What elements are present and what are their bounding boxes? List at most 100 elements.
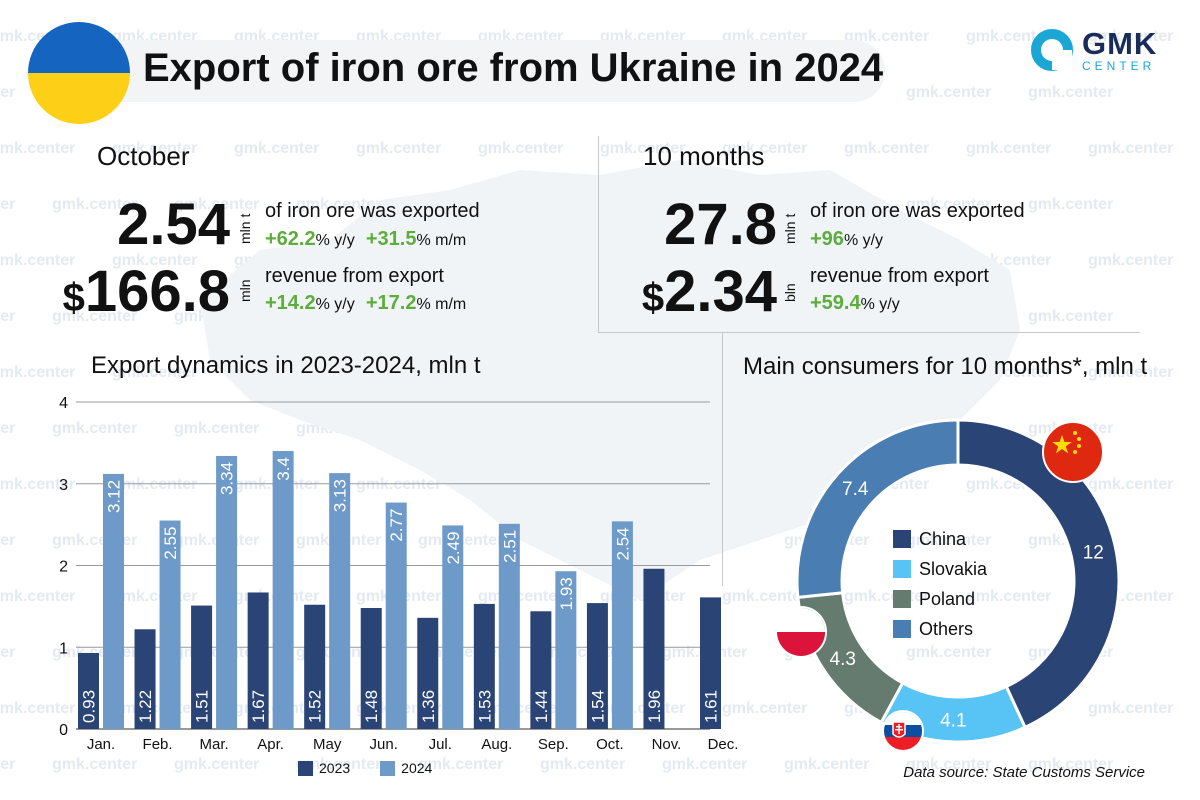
x-tick-label: Sep.: [538, 736, 569, 753]
x-tick-label: Mar.: [199, 736, 228, 753]
october-volume-mm-unit: % m/m: [416, 232, 467, 249]
legend-swatch-others: [893, 620, 911, 638]
x-tick-label: Jun.: [370, 736, 398, 753]
bar-2023-oct: [586, 603, 608, 729]
x-tick-label: May: [313, 736, 342, 753]
legend-swatch-china: [893, 530, 911, 548]
october-revenue-desc: revenue from export: [265, 265, 444, 287]
logo-main-text: GMK: [1082, 26, 1158, 61]
bar-value-label: 3.13: [331, 479, 350, 512]
china-flag-icon: [1042, 421, 1104, 483]
divider: [598, 332, 1140, 333]
donut-legend-item: China: [893, 524, 987, 554]
bar-value-label: 0.93: [80, 690, 99, 723]
bar-chart-legend: 2023 2024: [298, 760, 432, 776]
header-band: [60, 40, 885, 102]
bar-2023-sep: [530, 611, 552, 729]
bar-value-label: 1.61: [702, 690, 721, 723]
bar-2024-may: [329, 473, 351, 729]
legend-swatch-slovakia: [893, 560, 911, 578]
october-volume-yy: +62.2: [265, 228, 316, 250]
donut-legend: China Slovakia Poland Others: [893, 524, 987, 644]
gmk-logo: GMK CENTER: [1030, 28, 1157, 72]
x-tick-label: Dec.: [708, 736, 739, 753]
bar-value-label: 1.36: [419, 690, 438, 723]
donut-legend-item: Slovakia: [893, 554, 987, 584]
donut-value-label: 4.3: [830, 649, 856, 670]
bar-2024-jun: [385, 502, 407, 729]
donut-value-label: 12: [1083, 542, 1104, 563]
october-revenue-yy: +14.2: [265, 292, 316, 314]
ten-months-volume-yy-unit: % y/y: [843, 232, 884, 249]
donut-legend-item: Others: [893, 614, 987, 644]
bar-value-label: 2.49: [444, 531, 463, 564]
bar-chart-title: Export dynamics in 2023-2024, mln t: [91, 352, 481, 379]
x-tick-label: Nov.: [652, 736, 682, 753]
x-tick-label: Feb.: [143, 736, 173, 753]
divider: [722, 332, 723, 586]
y-tick-label: 2: [59, 559, 68, 576]
october-volume-changes: +62.2% y/y +31.5% m/m: [265, 228, 466, 251]
bar-2023-apr: [247, 592, 269, 729]
bar-value-label: 3.4: [274, 457, 293, 481]
bar-2023-aug: [473, 603, 495, 729]
legend-swatch-2024: [380, 760, 396, 776]
bar-value-label: 3.34: [218, 462, 237, 495]
bar-2023-feb: [134, 629, 156, 729]
bar-2023-jun: [360, 608, 382, 729]
legend-label-2024: 2024: [401, 760, 433, 776]
x-tick-label: Aug.: [481, 736, 512, 753]
bar-2023-jan: [78, 652, 99, 729]
logo-sub-text: CENTER: [1082, 59, 1156, 73]
bar-value-label: 2.55: [161, 527, 180, 560]
ten-months-volume-yy: +96: [810, 228, 844, 250]
october-revenue-mm: +17.2: [365, 292, 417, 314]
bar-2024-aug: [498, 523, 520, 729]
y-tick-label: 4: [59, 395, 68, 412]
october-volume-value: 2.54: [117, 192, 230, 257]
bar-2023-dec: [700, 597, 721, 729]
bar-2023-may: [304, 604, 326, 729]
bar-2023-nov: [643, 568, 665, 729]
october-volume-mm: +31.5: [365, 228, 417, 250]
donut-chart-title: Main consumers for 10 months*, mln t: [743, 353, 1148, 380]
legend-label-others: Others: [919, 618, 974, 639]
bar-2024-oct: [611, 521, 633, 729]
october-revenue-unit: mln: [237, 279, 253, 302]
y-tick-label: 3: [59, 477, 68, 494]
ten-months-volume-changes: +96% y/y: [810, 228, 883, 251]
legend-label-china: China: [919, 528, 967, 549]
october-revenue-yy-unit: % y/y: [315, 296, 355, 313]
data-source-note: Data source: State Customs Service: [903, 764, 1145, 781]
ten-months-heading: 10 months: [643, 141, 765, 171]
ten-months-revenue-yy-unit: % y/y: [860, 296, 900, 313]
page-title: Export of iron ore from Ukraine in 2024: [143, 46, 884, 90]
bar-2023-jul: [417, 617, 439, 729]
x-tick-label: Oct.: [596, 736, 624, 753]
october-revenue-changes: +14.2% y/y +17.2% m/m: [265, 292, 466, 315]
legend-label-2023: 2023: [319, 760, 351, 776]
bar-value-label: 1.51: [193, 690, 212, 723]
ten-months-revenue-currency: $: [641, 276, 665, 320]
legend-swatch-2023: [298, 760, 313, 776]
slovakia-flag-icon: [882, 710, 924, 752]
ten-months-revenue-number: 2.34: [664, 259, 777, 324]
bar-value-label: 1.22: [136, 690, 155, 723]
ten-months-volume-unit: mln t: [782, 213, 798, 244]
donut-value-label: 7.4: [842, 479, 869, 500]
bar-value-label: 2.51: [500, 530, 519, 563]
ten-months-revenue-desc: revenue from export: [810, 265, 989, 287]
donut-slice-others: [795, 418, 960, 599]
october-revenue-mm-unit: % m/m: [416, 296, 467, 313]
divider: [598, 136, 599, 332]
donut-legend-item: Poland: [893, 584, 987, 614]
bar-2024-mar: [216, 455, 238, 729]
october-revenue-currency: $: [62, 276, 85, 320]
ten-months-volume-value: 27.8: [664, 192, 777, 257]
october-volume-unit: mln t: [237, 213, 253, 244]
bar-2024-sep: [555, 571, 577, 729]
bar-2024-apr: [272, 451, 294, 729]
bar-2024-jan: [103, 473, 124, 729]
